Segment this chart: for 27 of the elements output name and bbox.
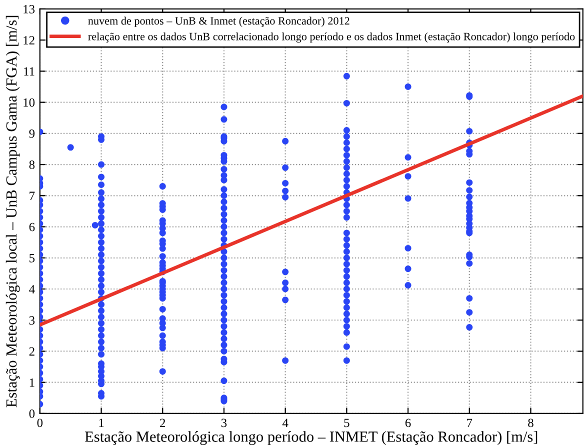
- y-tick-label: 12: [24, 36, 34, 44]
- y-tick-label: 9: [29, 129, 35, 138]
- x-axis-title: Estação Meteorológica longo período – INMET (Estação Roncador) [m/s]: [85, 431, 538, 445]
- legend-label: nuvem de pontos – UnB & Inmet (estação Roncador) 2012: [88, 16, 350, 27]
- y-tick-label: 1: [30, 378, 34, 387]
- x-tick-label: 6: [405, 418, 411, 428]
- y-tick-label: 8: [29, 160, 35, 169]
- y-tick-label: 0: [29, 410, 35, 418]
- x-tick-label: 4: [282, 418, 288, 428]
- y-tick-label: 13: [24, 5, 35, 14]
- y-tick-label: 11: [24, 67, 34, 76]
- y-tick-label: 2: [29, 347, 34, 356]
- y-tick-label: 3: [29, 316, 35, 325]
- y-tick-label: 4: [29, 285, 35, 294]
- y-tick-label: 7: [30, 192, 35, 200]
- legend-label: relação entre os dados UnB correlacionado longo período e os dados Inmet (estação Roncador) longo período: [88, 32, 575, 43]
- y-tick-label: 5: [30, 254, 35, 262]
- x-tick-label: 2: [160, 418, 166, 428]
- x-tick-label: 3: [221, 418, 227, 428]
- x-tick-label: 1: [99, 418, 104, 428]
- y-axis-title: Estação Meteorológica local – UnB Campus Gama (FGA) [m/s]: [6, 16, 20, 408]
- y-tick-label: 6: [29, 222, 35, 232]
- x-tick-label: 0: [37, 418, 43, 428]
- x-tick-label: 7: [467, 418, 472, 428]
- x-tick-label: 5: [344, 418, 350, 428]
- x-tick-label: 8: [528, 418, 534, 428]
- y-tick-label: 10: [24, 98, 35, 107]
